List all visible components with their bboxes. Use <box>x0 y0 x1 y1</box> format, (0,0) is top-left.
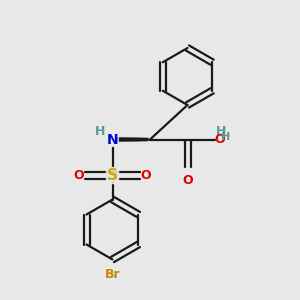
Text: S: S <box>107 168 118 183</box>
Text: N: N <box>107 133 118 146</box>
Text: Br: Br <box>105 268 120 281</box>
Polygon shape <box>116 137 148 142</box>
Text: H: H <box>221 132 230 142</box>
Text: H: H <box>216 125 226 138</box>
Text: O: O <box>74 169 84 182</box>
Text: O: O <box>182 174 193 187</box>
Text: O: O <box>141 169 152 182</box>
Text: O: O <box>214 133 225 146</box>
Text: H: H <box>95 125 106 139</box>
